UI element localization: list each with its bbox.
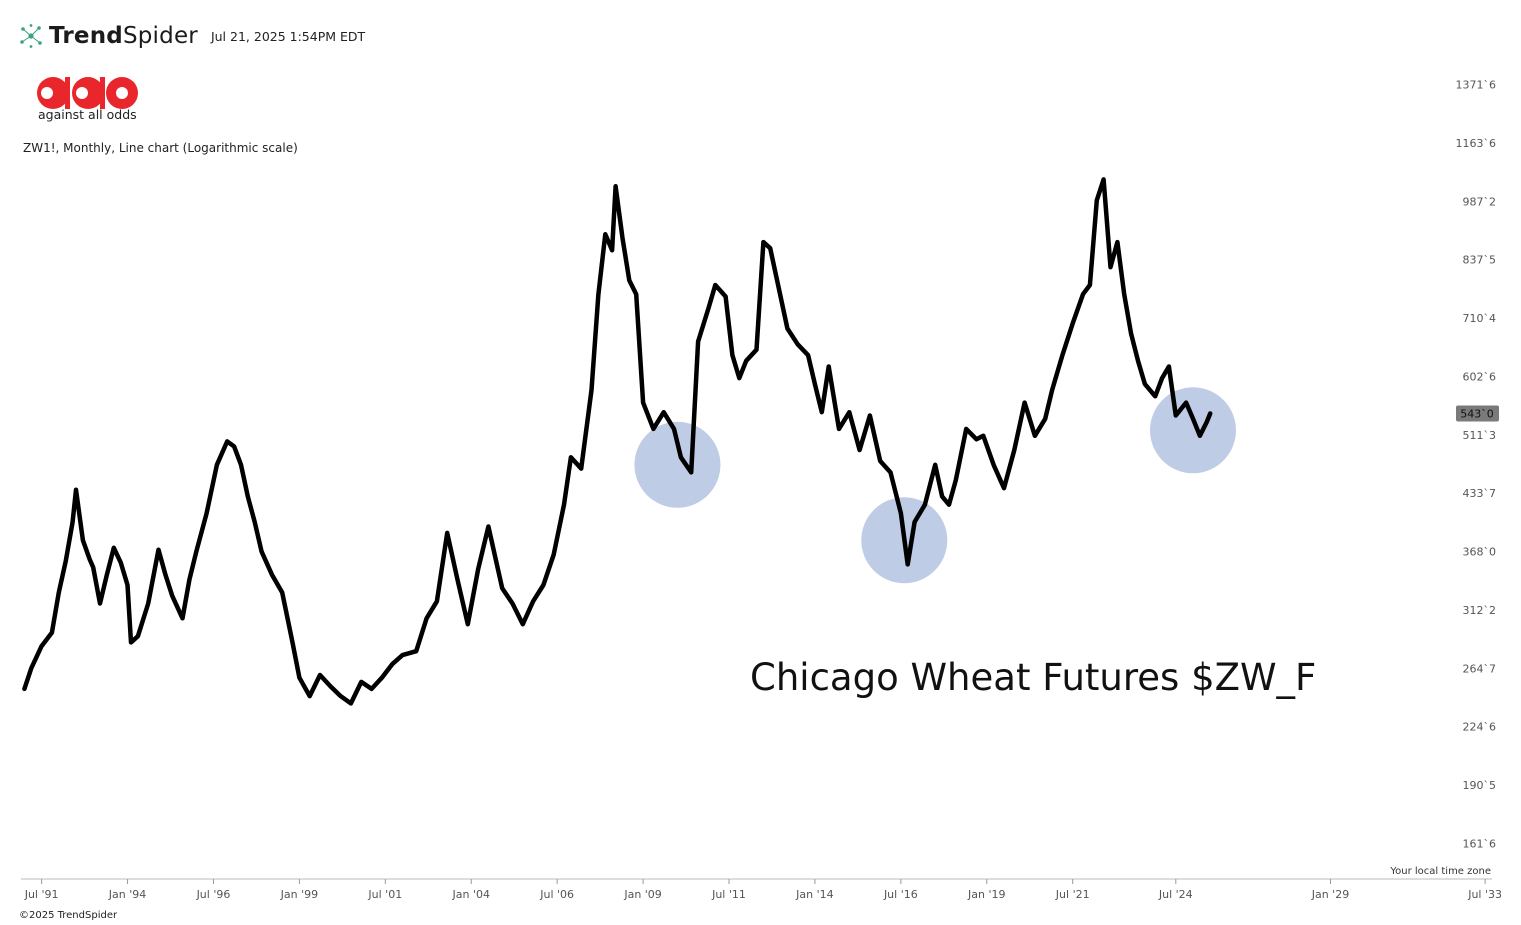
x-tick-label: Jan '99 [280, 888, 318, 901]
y-tick-label: 837`5 [1463, 254, 1497, 267]
x-tick-label: Jul '24 [1158, 888, 1193, 901]
chart-subtitle: ZW1!, Monthly, Line chart (Logarithmic s… [23, 141, 298, 155]
y-tick-label: 190`5 [1463, 779, 1497, 792]
y-tick-label: 511`3 [1463, 429, 1497, 442]
chart-title: Chicago Wheat Futures $ZW_F [750, 656, 1316, 699]
aao-tagline: against all odds [38, 107, 137, 122]
x-tick-label: Jul '06 [539, 888, 574, 901]
highlight-layer [634, 387, 1236, 584]
header: TrendSpider Jul 21, 2025 1:54PM EDT [18, 20, 365, 52]
y-tick-label: 368`0 [1463, 546, 1497, 559]
y-tick-label: 602`6 [1463, 370, 1497, 383]
x-tick-label: Jan '04 [451, 888, 489, 901]
y-tick-label: 433`7 [1463, 487, 1497, 500]
x-tick-label: Jul '01 [367, 888, 402, 901]
x-tick-label: Jan '09 [623, 888, 661, 901]
y-tick-label: 264`7 [1463, 662, 1497, 675]
brand-name-regular: Spider [122, 23, 198, 49]
x-tick-label: Jan '29 [1311, 888, 1349, 901]
timestamp: Jul 21, 2025 1:54PM EDT [210, 28, 366, 44]
x-tick-label: Jan '19 [967, 888, 1005, 901]
price-badge-label: 543`0 [1460, 408, 1494, 421]
x-tick-label: Jul '91 [24, 888, 59, 901]
y-axis: 161`6 190`5 224`6 264`7 312`2 368`0 433`7 511`3… [1456, 79, 1497, 851]
y-tick-label: 161`6 [1463, 837, 1497, 850]
highlight-circle-3 [1149, 387, 1236, 474]
timezone-label: Your local time zone [1390, 866, 1491, 877]
brand-name: TrendSpider [49, 23, 198, 49]
highlight-circle-1 [634, 421, 721, 508]
trendspider-logo-icon [20, 24, 42, 48]
y-tick-label: 1163`6 [1456, 137, 1497, 150]
y-tick-label: 710`4 [1463, 312, 1497, 325]
x-tick-label: Jan '14 [795, 888, 833, 901]
price-badge-bg [1456, 405, 1499, 422]
y-tick-label: 1371`6 [1456, 79, 1497, 92]
y-tick-label: 312`2 [1463, 604, 1497, 617]
x-tick-label: Jul '96 [196, 888, 231, 901]
x-tick-label: Jul '11 [711, 888, 746, 901]
current-price-badge: 543`0 [1456, 405, 1499, 422]
x-tick-label: Jul '21 [1055, 888, 1090, 901]
copyright: ©2025 TrendSpider [19, 910, 118, 921]
against-all-odds-logo [37, 77, 138, 109]
y-tick-label: 224`6 [1463, 721, 1497, 734]
x-tick-label: Jan '94 [108, 888, 146, 901]
y-tick-label: 987`2 [1463, 195, 1497, 208]
x-tick-label: Jul '16 [883, 888, 918, 901]
x-tick-label: Jul '33 [1467, 888, 1502, 901]
x-axis: Jul '91 Jan '94 Jul '96 Jan '99 Jul '01 Jan '… [24, 879, 1502, 901]
price-line [22, 177, 1213, 706]
brand-name-bold: Trend [49, 23, 123, 49]
